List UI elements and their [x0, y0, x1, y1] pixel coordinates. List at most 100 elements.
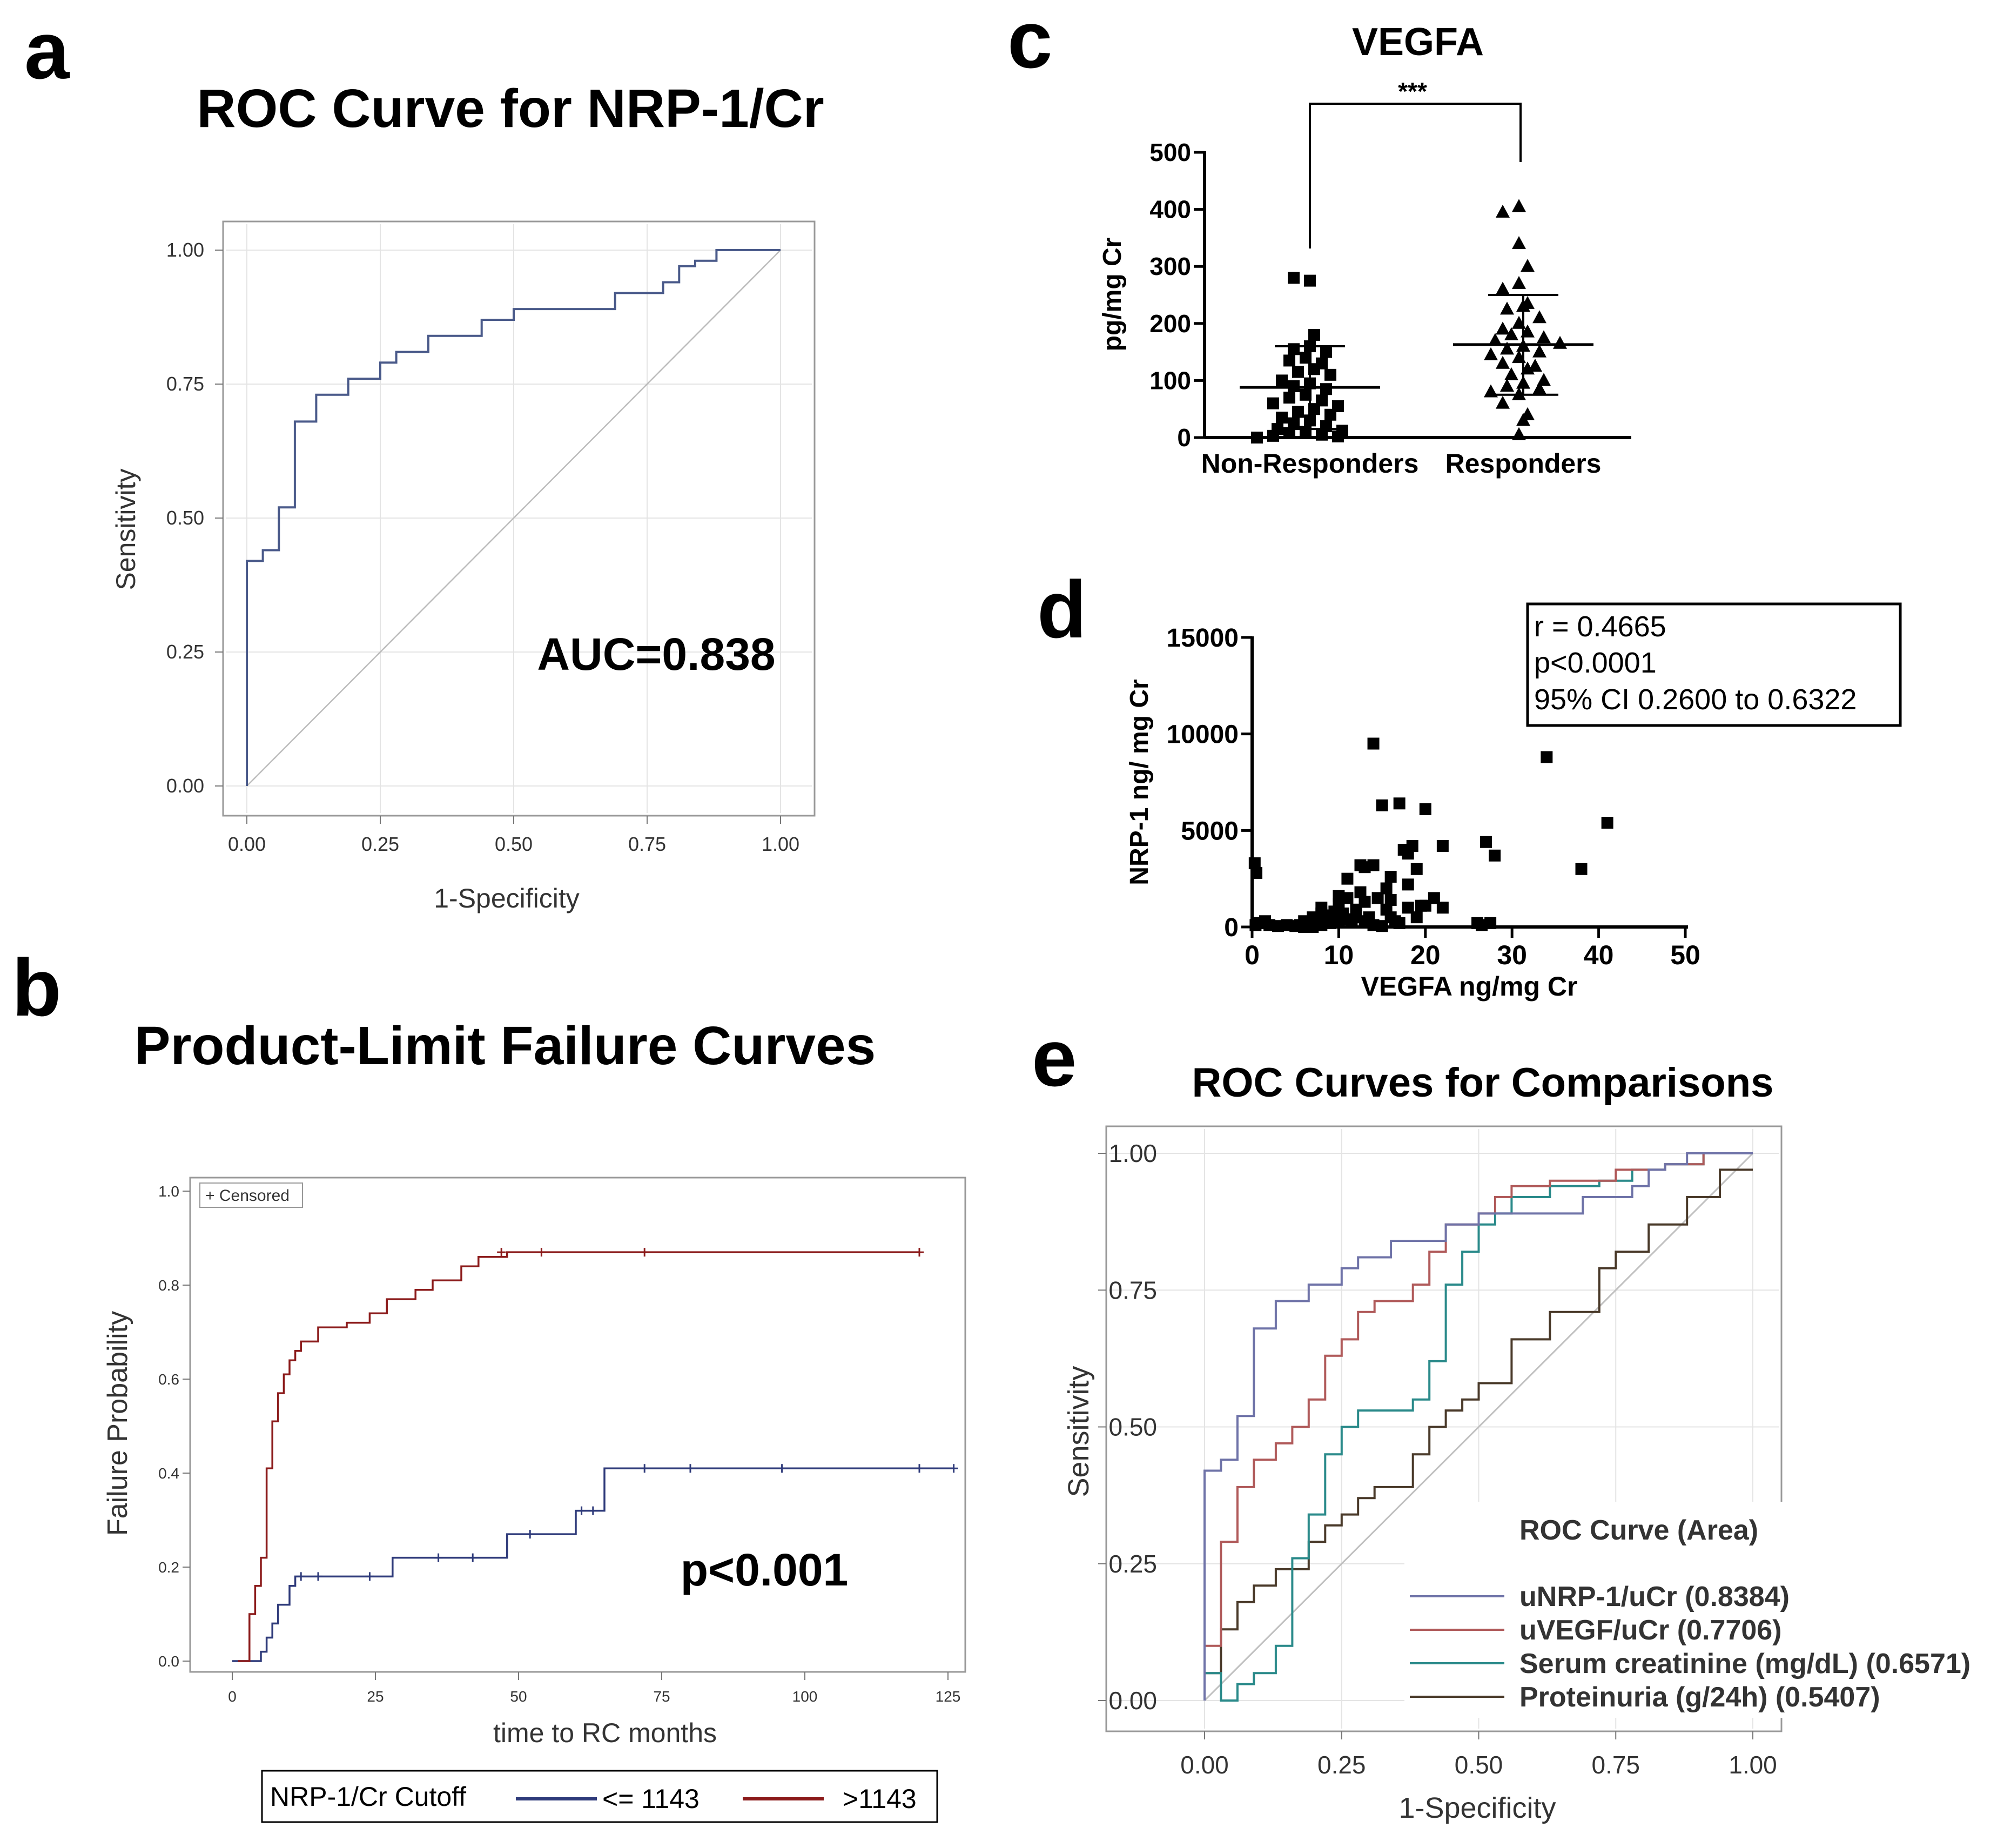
panel-a: ROC Curve for NRP-1/Cr 0.00 0.25 0.50 0.75 1… — [111, 78, 824, 913]
panel-c-point-nonresponder — [1316, 428, 1328, 441]
panel-b-legend-low: <= 1143 — [602, 1784, 700, 1814]
panel-c: VEGFA 0 100 200 300 400 500 Non-Responders Re… — [1098, 21, 1631, 479]
panel-d-ylabel: NRP-1 ng/ mg Cr — [1125, 679, 1154, 885]
panel-a-ytick-label: 0.25 — [166, 641, 204, 663]
panel-d-point — [1402, 878, 1414, 891]
panel-a-series-reference — [246, 250, 781, 787]
panel-e-legend-entry: Proteinuria (g/24h) (0.5407) — [1519, 1682, 1880, 1713]
panel-e-series-0 — [1203, 1152, 1753, 1701]
panel-e-ytick-label: 1.00 — [1108, 1139, 1157, 1167]
panel-c-point-nonresponder — [1324, 368, 1336, 381]
panel-c-point-nonresponder — [1300, 388, 1312, 401]
panel-c-point-responder — [1496, 321, 1510, 335]
panel-c-ytick-label: 0 — [1177, 424, 1191, 452]
panel-b-ytick-label: 0.4 — [158, 1465, 179, 1482]
panel-e-ytick-label: 0.75 — [1108, 1276, 1157, 1304]
panel-c-point-responder — [1484, 347, 1498, 360]
panel-d-point — [1367, 737, 1380, 750]
panel-d-point — [1489, 849, 1501, 862]
panel-b-xtick-label: 25 — [367, 1688, 384, 1705]
panel-b-ytick-label: 0.0 — [158, 1653, 179, 1670]
panel-e: ROC Curves for Comparisons 0.00 0.25 0.50 0… — [1062, 1060, 1999, 1824]
panel-b-xlabel: time to RC months — [493, 1718, 717, 1748]
panel-c-point-responder — [1553, 335, 1567, 349]
panel-d-point — [1436, 839, 1449, 852]
panel-d-xtick-label: 0 — [1245, 940, 1260, 970]
panel-b-censor-mark — [915, 1248, 924, 1257]
panel-a-ytick-label: 0.75 — [166, 373, 204, 395]
panel-a-xtick-label: 0.75 — [628, 833, 666, 855]
panel-c-point-responder — [1512, 236, 1526, 249]
panel-c-point-nonresponder — [1300, 352, 1312, 364]
panel-e-xtick-label: 0.00 — [1180, 1751, 1229, 1779]
panel-c-point-responder — [1496, 395, 1510, 409]
panel-d-point — [1575, 863, 1588, 875]
panel-c-ytick-label: 500 — [1149, 138, 1191, 166]
panel-c-point-responder — [1500, 301, 1514, 315]
panel-e-xtick-label: 0.75 — [1591, 1751, 1640, 1779]
panel-c-point-nonresponder — [1288, 417, 1300, 429]
panel-e-series-4 — [1203, 1152, 1754, 1702]
panel-d-point — [1354, 886, 1367, 898]
panel-b-censor-mark — [777, 1464, 786, 1473]
panel-d-point — [1541, 751, 1553, 763]
panel-c-point-nonresponder — [1308, 403, 1320, 415]
panel-a-auc: AUC=0.838 — [537, 629, 775, 680]
panel-b-frame — [189, 1177, 966, 1673]
panel-b-series-1 — [238, 1251, 919, 1662]
panel-d-xtick-label: 20 — [1410, 940, 1441, 970]
panel-d-point — [1384, 911, 1397, 924]
panel-c-point-nonresponder — [1288, 272, 1300, 284]
panel-d-point — [1402, 902, 1414, 914]
panel-d-point — [1324, 909, 1336, 922]
panel-c-ytick-label: 300 — [1149, 252, 1191, 280]
panel-b-xtick-label: 125 — [936, 1688, 961, 1705]
panel-e-ytick-label: 0.25 — [1108, 1550, 1157, 1578]
panel-label-c: c — [1007, 0, 1052, 85]
panel-c-point-responder — [1496, 204, 1510, 218]
panel-e-xlabel: 1-Specificity — [1398, 1792, 1556, 1824]
panel-d-stat-ci: 95% CI 0.2600 to 0.6322 — [1534, 683, 1857, 716]
panel-e-legend-entry: uNRP-1/uCr (0.8384) — [1519, 1581, 1790, 1612]
panel-b-censor-mark — [640, 1464, 649, 1473]
panel-label-d: d — [1037, 564, 1087, 655]
panel-e-series-2 — [1203, 1152, 1753, 1702]
panel-label-e: e — [1032, 1012, 1077, 1103]
panel-c-point-nonresponder — [1292, 406, 1304, 418]
panel-c-point-responder — [1504, 327, 1518, 340]
panel-c-point-responder — [1532, 310, 1546, 324]
panel-c-point-responder — [1504, 367, 1518, 380]
panel-a-xtick-label: 0.25 — [361, 833, 399, 855]
panel-d-stat-p: p<0.0001 — [1534, 647, 1657, 679]
panel-c-point-nonresponder — [1251, 432, 1263, 443]
panel-d-xlabel: VEGFA ng/mg Cr — [1361, 971, 1578, 1002]
panel-d-point — [1376, 799, 1388, 811]
panel-e-legend-entry: uVEGF/uCr (0.7706) — [1519, 1615, 1781, 1646]
panel-e-ytick-label: 0.00 — [1108, 1686, 1157, 1715]
panel-d-point — [1384, 871, 1397, 883]
panel-b: Product-Limit Failure Curves + Censored … — [102, 1016, 966, 1823]
panel-c-point-responder — [1496, 281, 1510, 295]
panel-c-point-nonresponder — [1267, 397, 1279, 409]
panel-d-ytick-label: 15000 — [1167, 624, 1239, 653]
panel-b-legend-high: >1143 — [843, 1784, 917, 1814]
panel-label-b: b — [12, 942, 62, 1033]
panel-c-point-responder — [1500, 341, 1514, 355]
panel-b-legend-box — [261, 1770, 938, 1823]
panel-c-point-responder — [1500, 378, 1514, 392]
panel-d-point — [1250, 866, 1263, 879]
panel-b-ytick-label: 1.0 — [158, 1183, 179, 1200]
panel-d-point — [1419, 899, 1431, 912]
panel-b-censor-mark — [537, 1248, 546, 1257]
panel-d-point — [1484, 917, 1497, 929]
panel-c-point-nonresponder — [1292, 366, 1304, 378]
panel-d-point — [1410, 863, 1423, 875]
panel-d: 0 10 20 30 40 50 0 5000 10000 15000 VEGFA ng/mg … — [1125, 602, 1902, 1002]
panel-d-point — [1601, 817, 1613, 829]
panel-b-ytick-label: 0.2 — [158, 1559, 179, 1576]
panel-b-xtick-label: 75 — [653, 1688, 670, 1705]
panel-c-point-responder — [1512, 427, 1526, 440]
panel-e-title: ROC Curves for Comparisons — [1192, 1060, 1774, 1106]
panel-d-stat-r: r = 0.4665 — [1534, 610, 1666, 643]
